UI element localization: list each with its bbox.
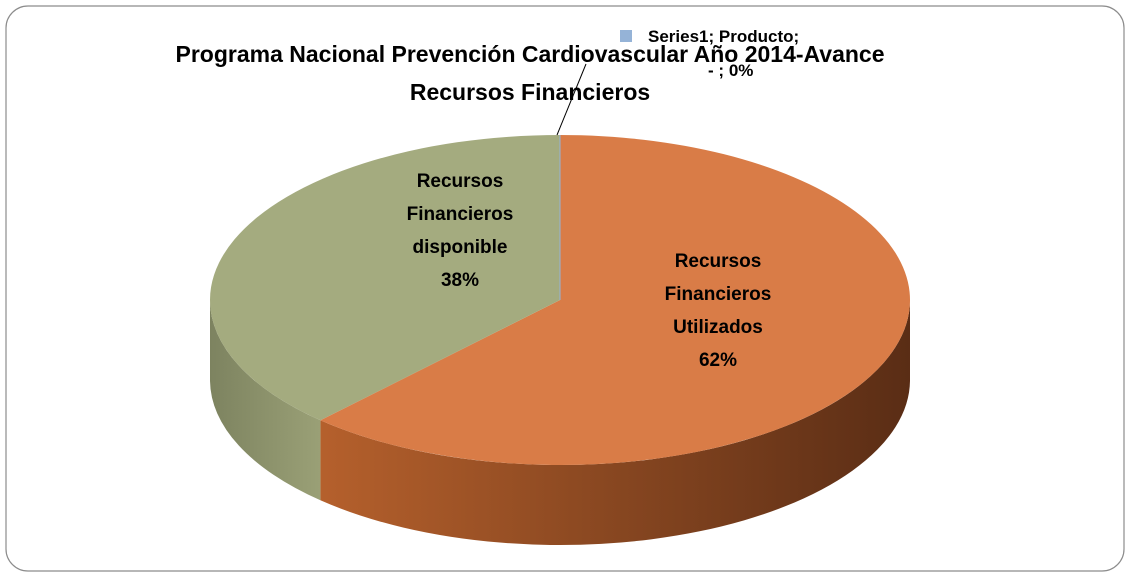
slice (320, 135, 910, 465)
callout-label: - ; 0% (708, 61, 753, 80)
category-label: Recursos Financieros disponible (407, 171, 514, 258)
slice-side (320, 300, 910, 545)
category-label: Recursos Financieros Utilizados (665, 251, 772, 338)
data-label: Recursos Financieros Utilizados 62% (665, 251, 772, 371)
leader-line (556, 63, 587, 136)
label-part: ; (709, 27, 715, 46)
slice-side (210, 300, 321, 501)
label-part: Producto (719, 27, 794, 46)
label-part: Recursos Financieros (410, 79, 650, 105)
label-part: Recursos (417, 171, 504, 192)
label-part: Utilizados (673, 317, 763, 338)
label-part: disponible (413, 237, 508, 258)
label-part: 38% (441, 270, 479, 291)
label-part: ; (794, 27, 800, 46)
label-part: Recursos (675, 251, 762, 272)
data-label: Recursos Financieros disponible 38% (407, 171, 514, 291)
chart-title: Programa Nacional Prevención Cardiovascu… (175, 41, 884, 105)
label-part: Programa Nacional Prevención Cardiovascu… (175, 41, 884, 67)
slice (210, 135, 560, 421)
callout-label: Series1; Producto; (648, 27, 799, 46)
label-part: Financieros (665, 284, 772, 305)
label-part: ; (718, 61, 724, 80)
label-part: 0% (729, 61, 754, 80)
label-part: Series1 (648, 27, 709, 46)
label-part: - (708, 61, 714, 80)
label-part: Financieros (407, 204, 514, 225)
label-part: 62% (699, 350, 737, 371)
legend-key (620, 30, 632, 42)
